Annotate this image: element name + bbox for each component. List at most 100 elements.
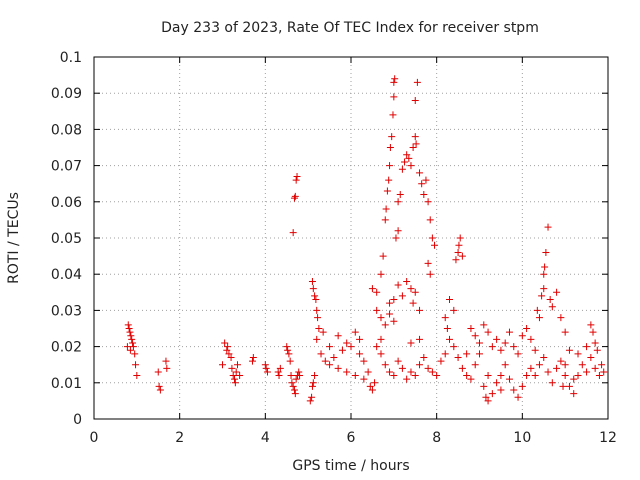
data-point xyxy=(443,325,451,332)
data-point xyxy=(236,372,244,380)
data-point xyxy=(546,296,554,304)
data-point xyxy=(377,270,385,278)
data-point xyxy=(229,372,237,380)
data-point xyxy=(501,339,509,347)
data-point xyxy=(360,375,368,383)
data-point xyxy=(401,158,409,166)
data-point xyxy=(368,285,376,293)
data-point xyxy=(287,372,295,380)
y-tick-label: 0.03 xyxy=(51,303,82,319)
data-point xyxy=(275,372,283,380)
data-point xyxy=(382,205,390,213)
data-point xyxy=(356,335,364,343)
data-point xyxy=(261,361,269,369)
data-point xyxy=(510,343,518,351)
data-point xyxy=(540,353,548,361)
data-point xyxy=(386,368,394,376)
data-point xyxy=(219,361,226,369)
data-point xyxy=(274,368,282,376)
data-point xyxy=(283,343,291,351)
data-point xyxy=(377,335,385,343)
y-tick-label: 0.1 xyxy=(60,50,82,66)
data-point xyxy=(544,223,552,231)
data-point xyxy=(446,296,454,304)
data-point xyxy=(420,353,428,361)
data-point xyxy=(385,176,393,184)
data-point xyxy=(124,321,132,329)
data-point xyxy=(407,162,415,170)
data-point xyxy=(561,361,569,369)
data-point xyxy=(570,390,578,398)
data-point xyxy=(531,346,539,354)
data-point xyxy=(484,328,492,336)
data-point xyxy=(312,296,320,304)
data-point xyxy=(497,346,505,354)
data-point xyxy=(386,299,394,307)
data-point xyxy=(450,306,458,314)
data-point xyxy=(456,234,464,242)
data-point xyxy=(458,364,466,372)
data-point xyxy=(129,343,137,351)
data-point xyxy=(514,393,522,401)
y-tick-label: 0.08 xyxy=(51,122,82,138)
data-point xyxy=(407,339,415,347)
data-point xyxy=(418,180,426,188)
data-point xyxy=(441,350,449,358)
data-point xyxy=(497,386,505,394)
data-point xyxy=(351,372,359,380)
y-tick-label: 0.04 xyxy=(51,267,82,283)
data-point xyxy=(424,364,432,372)
data-point xyxy=(467,375,475,383)
data-point xyxy=(559,382,567,390)
data-point xyxy=(538,292,546,300)
data-point xyxy=(544,368,552,376)
data-point xyxy=(291,192,299,200)
data-point xyxy=(413,78,421,86)
data-point xyxy=(598,361,606,369)
data-point xyxy=(411,288,419,296)
data-point xyxy=(343,368,351,376)
data-point xyxy=(230,375,238,383)
data-point xyxy=(488,343,496,351)
data-point xyxy=(127,332,135,340)
data-point xyxy=(561,372,569,380)
data-point xyxy=(553,288,561,296)
data-point xyxy=(156,386,164,394)
data-point xyxy=(315,325,323,332)
data-point xyxy=(390,78,398,86)
data-point xyxy=(480,321,488,329)
data-point xyxy=(319,328,327,336)
data-point xyxy=(390,296,398,304)
data-point xyxy=(228,364,236,372)
data-point xyxy=(296,372,304,380)
data-point xyxy=(463,350,471,358)
gridlines xyxy=(94,57,608,419)
data-point xyxy=(313,335,321,343)
data-point xyxy=(232,368,240,376)
data-point xyxy=(480,382,488,390)
data-point xyxy=(285,350,293,358)
data-point xyxy=(458,252,466,260)
data-point xyxy=(600,368,608,376)
data-point xyxy=(501,361,509,369)
data-point xyxy=(420,191,428,199)
x-tick-label: 12 xyxy=(599,430,617,446)
data-point xyxy=(583,368,591,376)
y-axis-label: ROTI / TECUs xyxy=(6,192,22,284)
data-point xyxy=(518,382,526,390)
data-point xyxy=(262,364,270,372)
data-point xyxy=(587,353,595,361)
data-point xyxy=(381,361,389,369)
data-point xyxy=(446,335,454,343)
data-point xyxy=(411,372,419,380)
data-point xyxy=(131,350,139,358)
y-tick-label: 0.05 xyxy=(51,231,82,247)
data-point xyxy=(424,198,432,206)
data-point xyxy=(557,314,565,322)
data-point xyxy=(286,357,294,365)
data-point xyxy=(527,335,535,343)
data-point xyxy=(411,96,419,104)
data-point xyxy=(523,372,531,380)
data-point xyxy=(311,292,319,300)
data-point xyxy=(233,361,241,369)
